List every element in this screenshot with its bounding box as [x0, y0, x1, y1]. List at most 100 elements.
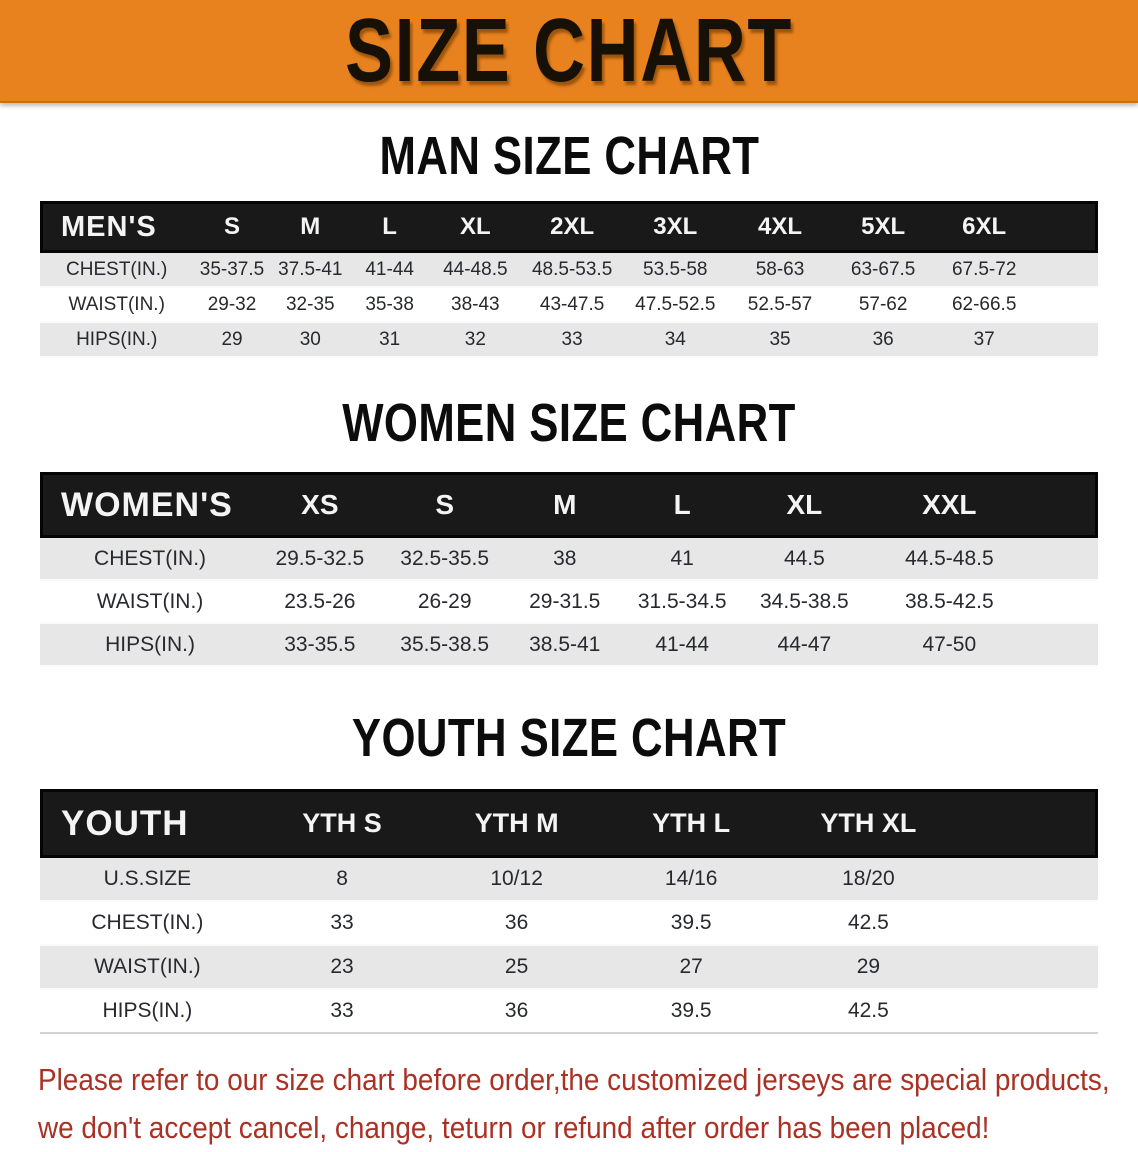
row-label: CHEST(IN.): [40, 538, 261, 581]
table-row: CHEST(IN.) 35-37.5 37.5-41 41-44 44-48.5…: [40, 253, 1098, 288]
women-section-heading: WOMEN SIZE CHART: [0, 396, 1138, 450]
youth-table-corner-label: YOUTH: [40, 789, 255, 858]
size-value-cell: 47.5-52.5: [622, 288, 728, 323]
banner-title: SIZE CHART: [345, 0, 793, 101]
size-value-cell: 36: [832, 323, 934, 358]
size-value-cell: 43-47.5: [521, 288, 623, 323]
spacer-cell: [958, 902, 1098, 946]
row-label: U.S.SIZE: [40, 858, 255, 902]
size-value-cell: 36: [429, 902, 604, 946]
row-label: CHEST(IN.): [40, 253, 194, 288]
size-value-cell: 30: [270, 323, 350, 358]
spacer-cell: [958, 789, 1098, 858]
column-header: XL: [429, 201, 522, 253]
size-value-cell: 52.5-57: [727, 288, 833, 323]
spacer-cell: [1034, 538, 1098, 581]
youth-table-header-row: YOUTH YTH S YTH M YTH L YTH XL: [40, 789, 1098, 858]
size-value-cell: 42.5: [778, 990, 959, 1034]
size-value-cell: 42.5: [778, 902, 959, 946]
banner: SIZE CHART: [0, 0, 1138, 103]
size-value-cell: 37: [933, 323, 1035, 358]
size-value-cell: 67.5-72: [933, 253, 1035, 288]
size-value-cell: 58-63: [727, 253, 833, 288]
column-header: XS: [260, 472, 380, 538]
disclaimer: Please refer to our size chart before or…: [0, 1056, 1138, 1152]
size-value-cell: 37.5-41: [270, 253, 350, 288]
women-section-heading-text: WOMEN SIZE CHART: [342, 393, 796, 453]
disclaimer-line-1: Please refer to our size chart before or…: [38, 1062, 1110, 1097]
spacer-cell: [1034, 581, 1098, 624]
size-value-cell: 29-31.5: [509, 581, 620, 624]
size-value-cell: 33: [254, 990, 430, 1034]
spacer-cell: [1034, 472, 1098, 538]
row-label: CHEST(IN.): [40, 902, 255, 946]
size-value-cell: 33: [254, 902, 430, 946]
size-value-cell: 39.5: [603, 990, 779, 1034]
size-value-cell: 25: [429, 946, 604, 990]
size-value-cell: 63-67.5: [832, 253, 934, 288]
size-value-cell: 44-47: [744, 624, 865, 667]
size-value-cell: 32-35: [270, 288, 350, 323]
youth-section-heading: YOUTH SIZE CHART: [0, 711, 1138, 765]
size-value-cell: 38.5-41: [509, 624, 620, 667]
size-value-cell: 29: [193, 323, 271, 358]
spacer-cell: [958, 990, 1098, 1034]
table-row: HIPS(IN.) 33-35.5 35.5-38.5 38.5-41 41-4…: [40, 624, 1098, 667]
column-header: YTH S: [254, 789, 430, 858]
size-value-cell: 31.5-34.5: [619, 581, 745, 624]
row-label: HIPS(IN.): [40, 323, 194, 358]
size-value-cell: 23.5-26: [260, 581, 380, 624]
size-value-cell: 32.5-35.5: [379, 538, 510, 581]
column-header: 2XL: [521, 201, 623, 253]
size-value-cell: 57-62: [832, 288, 934, 323]
size-value-cell: 41-44: [349, 253, 430, 288]
size-value-cell: 41-44: [619, 624, 745, 667]
row-label: HIPS(IN.): [40, 990, 255, 1034]
size-value-cell: 34: [622, 323, 728, 358]
size-value-cell: 38-43: [429, 288, 522, 323]
men-table-corner-label: MEN'S: [40, 201, 194, 253]
size-value-cell: 41: [619, 538, 745, 581]
column-header: L: [619, 472, 745, 538]
column-header: XXL: [864, 472, 1035, 538]
column-header: YTH XL: [778, 789, 959, 858]
row-label: WAIST(IN.): [40, 946, 255, 990]
size-value-cell: 14/16: [603, 858, 779, 902]
table-row: HIPS(IN.) 33 36 39.5 42.5: [40, 990, 1098, 1034]
size-value-cell: 35: [727, 323, 833, 358]
size-value-cell: 35.5-38.5: [379, 624, 510, 667]
spacer-cell: [1034, 323, 1098, 358]
women-size-table: WOMEN'S XS S M L XL XXL CHEST(IN.) 29.5-…: [40, 472, 1098, 667]
size-value-cell: 31: [349, 323, 430, 358]
table-row: WAIST(IN.) 23 25 27 29: [40, 946, 1098, 990]
size-value-cell: 44.5-48.5: [864, 538, 1035, 581]
size-value-cell: 44.5: [744, 538, 865, 581]
column-header: 5XL: [832, 201, 934, 253]
table-row: WAIST(IN.) 29-32 32-35 35-38 38-43 43-47…: [40, 288, 1098, 323]
column-header: M: [270, 201, 350, 253]
men-section-heading-text: MAN SIZE CHART: [379, 126, 759, 186]
size-value-cell: 18/20: [778, 858, 959, 902]
size-value-cell: 8: [254, 858, 430, 902]
size-value-cell: 32: [429, 323, 522, 358]
row-label: HIPS(IN.): [40, 624, 261, 667]
spacer-cell: [1034, 253, 1098, 288]
column-header: M: [509, 472, 620, 538]
size-value-cell: 23: [254, 946, 430, 990]
women-table-corner-label: WOMEN'S: [40, 472, 261, 538]
size-value-cell: 26-29: [379, 581, 510, 624]
table-row: HIPS(IN.) 29 30 31 32 33 34 35 36 37: [40, 323, 1098, 358]
size-value-cell: 34.5-38.5: [744, 581, 865, 624]
column-header: YTH L: [603, 789, 779, 858]
size-value-cell: 44-48.5: [429, 253, 522, 288]
table-row: U.S.SIZE 8 10/12 14/16 18/20: [40, 858, 1098, 902]
spacer-cell: [958, 946, 1098, 990]
size-value-cell: 36: [429, 990, 604, 1034]
size-value-cell: 27: [603, 946, 779, 990]
table-row: CHEST(IN.) 33 36 39.5 42.5: [40, 902, 1098, 946]
size-value-cell: 62-66.5: [933, 288, 1035, 323]
size-value-cell: 29.5-32.5: [260, 538, 380, 581]
size-value-cell: 39.5: [603, 902, 779, 946]
women-table-header-row: WOMEN'S XS S M L XL XXL: [40, 472, 1098, 538]
size-value-cell: 35-38: [349, 288, 430, 323]
